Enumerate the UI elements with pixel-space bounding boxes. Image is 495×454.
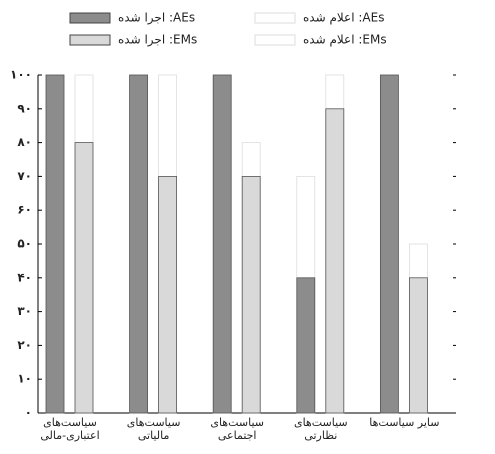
legend-label: EMs: اجرا شده bbox=[118, 33, 197, 48]
x-tick-label: سیاست‌های اجتماعی bbox=[210, 416, 265, 442]
bar bbox=[296, 277, 316, 414]
x-tick-label: سایر سیاست‌ها bbox=[369, 416, 440, 429]
x-tick-label: سیاست‌های اعتباری-مالی bbox=[40, 416, 100, 442]
y-tick-label: ۹۰ bbox=[17, 101, 32, 115]
bar bbox=[379, 74, 399, 414]
x-tick-label: سیاست‌های مالیاتی bbox=[126, 416, 181, 442]
legend-swatch bbox=[254, 12, 296, 24]
y-tick-label: ۸۰ bbox=[17, 135, 32, 149]
legend-label: AEs: اجرا شده bbox=[118, 11, 195, 26]
bar bbox=[408, 277, 428, 414]
y-tick-label: ۷۰ bbox=[17, 169, 32, 183]
y-tick-label: ۱۰ bbox=[17, 372, 32, 386]
y-tick-label: ۰ bbox=[25, 406, 32, 420]
bar bbox=[212, 74, 232, 414]
legend-swatch bbox=[69, 34, 111, 46]
y-tick-label: ۶۰ bbox=[17, 203, 32, 217]
y-tick-label: ۵۰ bbox=[17, 237, 32, 251]
x-tick-label: سیاست‌های نظارتی bbox=[293, 416, 348, 442]
bar bbox=[74, 142, 94, 414]
legend-swatch bbox=[254, 34, 296, 46]
bar bbox=[129, 74, 149, 414]
bar bbox=[158, 175, 178, 414]
legend-label: EMs: اعلام شده bbox=[303, 33, 387, 47]
bar bbox=[45, 74, 65, 414]
y-tick-label: ۱۰۰ bbox=[10, 68, 32, 82]
legend-swatch bbox=[69, 12, 111, 24]
bar bbox=[325, 108, 345, 414]
y-tick-label: ۳۰ bbox=[17, 304, 32, 318]
legend-label: AEs: اعلام شده bbox=[303, 11, 384, 25]
y-tick-label: ۲۰ bbox=[17, 338, 32, 352]
y-tick-label: ۴۰ bbox=[17, 270, 32, 284]
bar bbox=[241, 175, 261, 414]
